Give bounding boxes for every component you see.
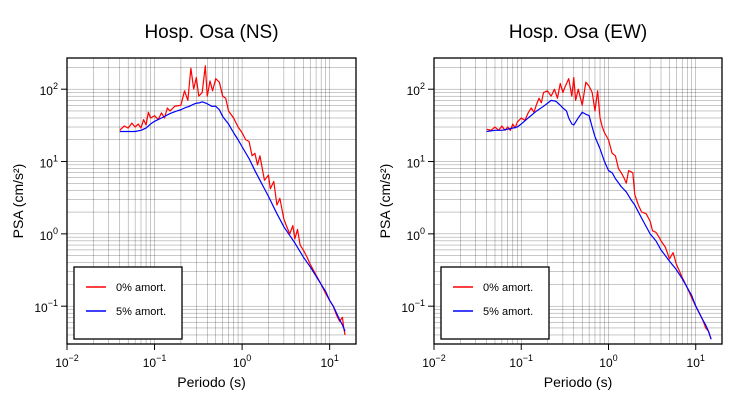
tick-label-base: 10 xyxy=(40,229,54,243)
x-axis-label: Periodo (s) xyxy=(177,374,245,390)
tick-label-exponent: −1 xyxy=(415,298,425,308)
y-axis-label: PSA (cm/s²) xyxy=(377,164,393,239)
tick-label-base: 10 xyxy=(401,301,415,315)
tick-label-exponent: 2 xyxy=(420,81,425,91)
tick-label-base: 10 xyxy=(407,157,421,171)
y-tick-label: 100 xyxy=(407,226,425,243)
chart-title: Hosp. Osa (EW) xyxy=(509,22,647,43)
tick-label-exponent: −1 xyxy=(523,353,533,363)
legend-label: 5% amort. xyxy=(116,306,166,318)
tick-label-base: 10 xyxy=(233,356,247,370)
y-tick-label: 101 xyxy=(40,154,58,171)
tick-label-exponent: −2 xyxy=(69,353,79,363)
tick-label-base: 10 xyxy=(422,356,436,370)
legend-label: 5% amort. xyxy=(483,306,533,318)
series-line-red xyxy=(119,65,346,336)
plot-frame xyxy=(433,57,723,345)
y-tick-label: 10−1 xyxy=(34,298,58,315)
legend-label: 0% amort. xyxy=(116,282,166,294)
x-tick-label: 100 xyxy=(233,353,251,370)
legend-label: 0% amort. xyxy=(483,282,533,294)
tick-label-exponent: 0 xyxy=(53,226,58,236)
axis-ticks xyxy=(61,88,331,350)
chart-title: Hosp. Osa (NS) xyxy=(144,22,278,43)
x-tick-label: 100 xyxy=(599,353,617,370)
x-tick-label: 10−1 xyxy=(509,353,533,370)
tick-label-exponent: 0 xyxy=(613,353,618,363)
tick-label-base: 10 xyxy=(509,356,523,370)
series-line-red xyxy=(486,76,712,340)
x-tick-label: 10−1 xyxy=(143,353,167,370)
tick-label-exponent: −1 xyxy=(48,298,58,308)
tick-label-exponent: 2 xyxy=(53,81,58,91)
y-tick-label: 101 xyxy=(407,154,425,171)
x-tick-label: 10−2 xyxy=(422,353,446,370)
y-axis-label: PSA (cm/s²) xyxy=(10,164,26,239)
grid xyxy=(67,58,356,344)
x-tick-label: 10−2 xyxy=(55,353,79,370)
legend: 0% amort. 5% amort. xyxy=(73,266,183,340)
tick-label-base: 10 xyxy=(55,356,69,370)
tick-label-base: 10 xyxy=(407,84,421,98)
legend-box xyxy=(440,266,550,340)
tick-label-base: 10 xyxy=(407,229,421,243)
tick-label-base: 10 xyxy=(599,356,613,370)
tick-label-base: 10 xyxy=(687,356,701,370)
tick-label-base: 10 xyxy=(40,84,54,98)
y-tick-label: 10−1 xyxy=(401,298,425,315)
x-tick-label: 101 xyxy=(687,353,705,370)
tick-label-exponent: 1 xyxy=(700,353,705,363)
plot-frame xyxy=(66,57,357,345)
series-line-blue xyxy=(119,101,346,332)
tick-label-exponent: 1 xyxy=(53,154,58,164)
tick-label-base: 10 xyxy=(143,356,157,370)
tick-label-exponent: −1 xyxy=(156,353,166,363)
tick-label-exponent: 1 xyxy=(334,353,339,363)
tick-label-exponent: −2 xyxy=(436,353,446,363)
tick-label-base: 10 xyxy=(34,301,48,315)
y-tick-label: 102 xyxy=(407,81,425,98)
y-tick-label: 102 xyxy=(40,81,58,98)
y-tick-label: 100 xyxy=(40,226,58,243)
tick-label-base: 10 xyxy=(320,356,334,370)
series-line-blue xyxy=(486,99,712,340)
tick-label-exponent: 0 xyxy=(420,226,425,236)
tick-label-base: 10 xyxy=(40,157,54,171)
legend: 0% amort. 5% amort. xyxy=(440,266,550,340)
x-tick-label: 101 xyxy=(320,353,338,370)
legend-box xyxy=(73,266,183,340)
tick-label-exponent: 1 xyxy=(420,154,425,164)
axis-ticks xyxy=(428,88,697,350)
x-axis-label: Periodo (s) xyxy=(544,374,612,390)
grid xyxy=(434,58,722,344)
tick-label-exponent: 0 xyxy=(246,353,251,363)
